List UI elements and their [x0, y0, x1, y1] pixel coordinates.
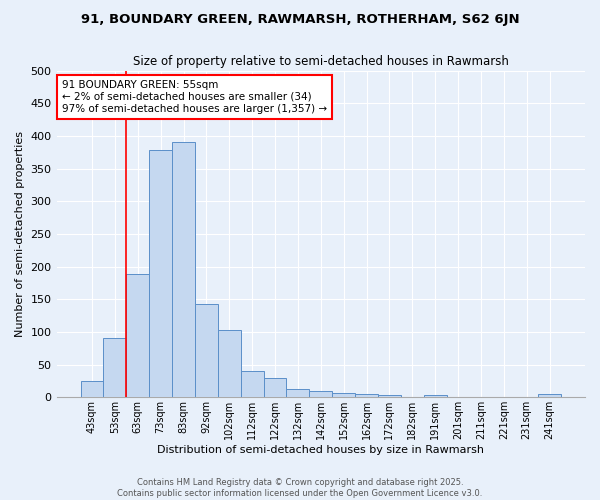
X-axis label: Distribution of semi-detached houses by size in Rawmarsh: Distribution of semi-detached houses by …: [157, 445, 484, 455]
Bar: [241, 371, 263, 398]
Bar: [149, 150, 172, 398]
Bar: [332, 394, 355, 398]
Bar: [103, 338, 127, 398]
Bar: [446, 396, 469, 398]
Bar: [218, 330, 241, 398]
Bar: [401, 396, 424, 398]
Bar: [195, 304, 218, 398]
Bar: [378, 394, 401, 398]
Title: Size of property relative to semi-detached houses in Rawmarsh: Size of property relative to semi-detach…: [133, 55, 509, 68]
Bar: [127, 274, 149, 398]
Text: 91, BOUNDARY GREEN, RAWMARSH, ROTHERHAM, S62 6JN: 91, BOUNDARY GREEN, RAWMARSH, ROTHERHAM,…: [80, 12, 520, 26]
Bar: [172, 142, 195, 398]
Bar: [263, 378, 286, 398]
Bar: [286, 389, 310, 398]
Text: 91 BOUNDARY GREEN: 55sqm
← 2% of semi-detached houses are smaller (34)
97% of se: 91 BOUNDARY GREEN: 55sqm ← 2% of semi-de…: [62, 80, 327, 114]
Bar: [355, 394, 378, 398]
Bar: [538, 394, 561, 398]
Bar: [80, 381, 103, 398]
Y-axis label: Number of semi-detached properties: Number of semi-detached properties: [15, 131, 25, 337]
Bar: [424, 396, 446, 398]
Bar: [310, 391, 332, 398]
Text: Contains HM Land Registry data © Crown copyright and database right 2025.
Contai: Contains HM Land Registry data © Crown c…: [118, 478, 482, 498]
